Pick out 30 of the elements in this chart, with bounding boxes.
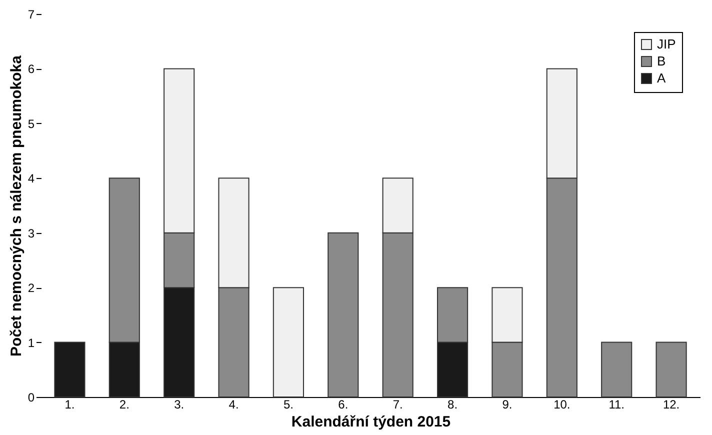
y-tick-label: 2 [28,281,35,296]
x-tick-label: 11. [608,398,624,412]
bar [601,342,632,398]
x-axis-title: Kalendářní týden 2015 [291,414,451,430]
y-tick-label: 6 [28,62,35,76]
bar [328,232,359,398]
legend-label: A [657,70,666,86]
bar [54,342,86,398]
y-tick-label: 0 [28,390,35,404]
x-tick-label: 7. [392,398,403,412]
y-tick-label: 1 [28,336,35,350]
x-tick-label: 1. [64,398,75,412]
y-tick-label: 4 [28,172,35,186]
x-tick-label: 12. [662,398,680,412]
x-tick-label: 5. [283,398,294,412]
y-tick-label: 5 [28,116,35,131]
x-tick-label: 2. [119,398,130,412]
y-axis-title: Počet nemocných s nálezem pneumokoka [8,54,25,356]
x-tick-label: 6. [338,398,348,412]
y-tick-label: 3 [28,226,35,240]
x-tick-label: 9. [502,398,512,412]
y-tick-label: 7 [28,8,35,22]
x-tick-label: 8. [448,398,458,412]
x-tick-label: 4. [228,398,239,412]
legend-label: JIP [657,36,676,52]
x-tick-label: 10. [554,398,570,412]
bar [656,342,687,398]
legend-label: B [657,54,666,68]
bar [272,287,304,398]
x-tick-label: 3. [174,398,184,412]
